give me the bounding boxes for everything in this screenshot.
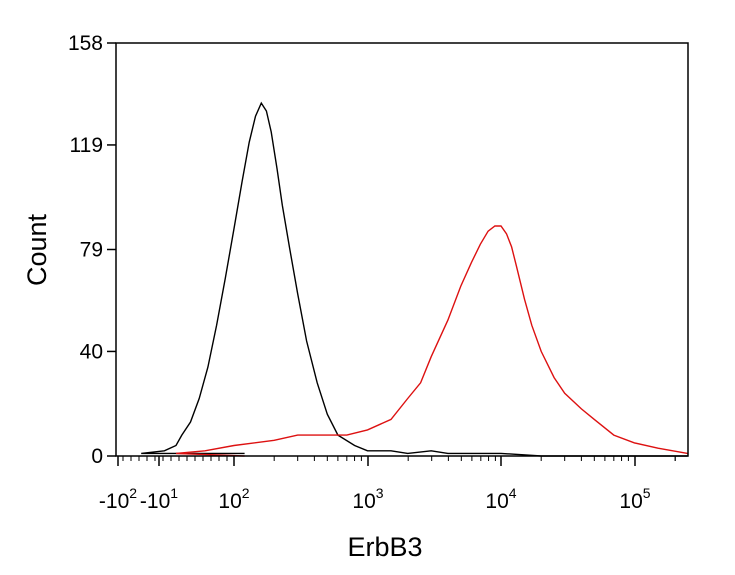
x-tick-label: 104 bbox=[485, 485, 516, 513]
x-axis: -102 -101 102 103 104 105 bbox=[99, 456, 676, 513]
x-tick-label: -101 bbox=[140, 485, 178, 513]
y-tick-label: 0 bbox=[91, 445, 103, 468]
y-tick-label: 119 bbox=[70, 134, 103, 157]
x-tick-label: -102 bbox=[99, 485, 137, 513]
y-tick-label: 79 bbox=[80, 239, 103, 262]
y-tick-label: 158 bbox=[68, 32, 103, 55]
series-line-1 bbox=[141, 101, 688, 457]
x-tick-label: 105 bbox=[619, 485, 650, 513]
y-tick-label: 40 bbox=[80, 340, 103, 363]
x-tick-label: 103 bbox=[352, 485, 383, 513]
plot-frame bbox=[115, 42, 689, 457]
y-axis-title: Count bbox=[22, 213, 52, 286]
y-axis: 0 40 79 119 158 bbox=[68, 32, 116, 468]
series-line-2 bbox=[175, 225, 688, 457]
plot-area bbox=[141, 101, 688, 457]
x-tick-label: 102 bbox=[218, 485, 249, 513]
x-axis-title: ErbB3 bbox=[347, 532, 422, 562]
